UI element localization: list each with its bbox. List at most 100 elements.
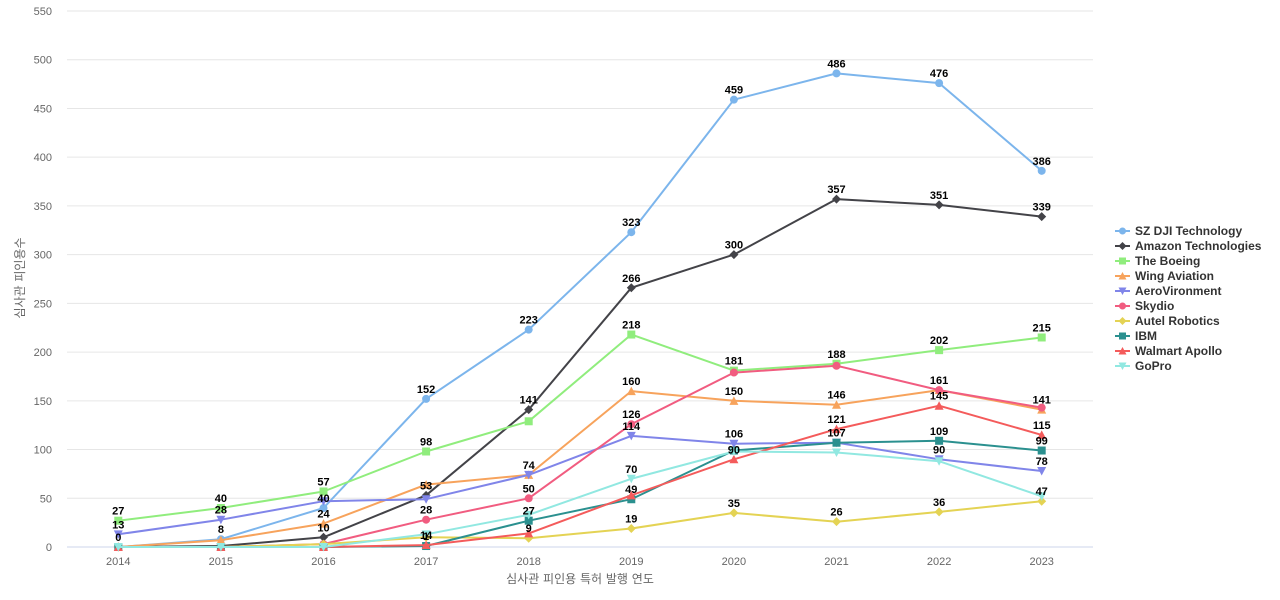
grid-lines <box>67 10 1093 499</box>
legend-label: SZ DJI Technology <box>1135 224 1242 238</box>
legend-item[interactable]: AeroVironment <box>1115 284 1221 298</box>
data-point-marker <box>421 480 431 489</box>
data-point-marker <box>935 346 944 355</box>
data-label: 486 <box>827 58 845 70</box>
y-tick-label: 400 <box>34 152 52 164</box>
data-point-marker <box>216 515 226 525</box>
data-point-marker <box>729 454 739 464</box>
data-label: 53 <box>420 480 432 492</box>
legend-item[interactable]: IBM <box>1115 329 1157 343</box>
data-point-marker <box>934 507 944 517</box>
x-tick-label: 2015 <box>209 556 233 568</box>
data-label: 218 <box>622 320 640 332</box>
y-tick-label: 150 <box>34 396 52 408</box>
data-point-marker <box>114 516 123 525</box>
data-label: 121 <box>827 414 845 426</box>
data-label: 28 <box>420 505 432 517</box>
data-labels: 8401522233234594864763861053141266300357… <box>112 58 1051 544</box>
legend-item[interactable]: The Boeing <box>1115 254 1200 268</box>
data-label: 223 <box>520 315 538 327</box>
legend-marker <box>1118 347 1127 355</box>
data-point-marker <box>422 394 431 403</box>
legend-marker <box>1118 272 1127 280</box>
data-point-marker <box>524 510 534 520</box>
y-tick-label: 200 <box>34 347 52 359</box>
legend-label: Wing Aviation <box>1135 269 1214 283</box>
data-label: 78 <box>1036 456 1048 468</box>
data-point-marker <box>729 439 739 449</box>
series-line <box>118 72 1043 548</box>
legend-item[interactable]: GoPro <box>1115 359 1172 373</box>
legend-label: AeroVironment <box>1135 284 1221 298</box>
data-label: 351 <box>930 190 948 202</box>
data-point-marker <box>422 447 431 456</box>
legend-label: Autel Robotics <box>1135 314 1220 328</box>
series-line <box>118 434 1042 536</box>
data-point-marker <box>216 504 225 513</box>
data-point-marker <box>626 431 636 441</box>
data-point-marker <box>627 228 636 237</box>
data-point-marker <box>626 386 636 396</box>
data-label: 202 <box>930 335 948 347</box>
data-point-marker <box>627 420 636 429</box>
data-point-marker <box>216 543 226 552</box>
data-point-marker <box>626 523 636 533</box>
data-label: 27 <box>523 506 535 518</box>
data-point-marker <box>729 396 739 405</box>
series-group <box>114 69 1046 551</box>
data-point-marker <box>1037 212 1047 222</box>
legend-item[interactable]: Wing Aviation <box>1115 269 1214 283</box>
data-label: 126 <box>622 409 640 421</box>
data-point-marker <box>1037 466 1047 476</box>
data-point-marker <box>216 535 226 545</box>
data-label: 10 <box>317 522 329 534</box>
data-point-marker <box>1037 333 1046 342</box>
data-label: 74 <box>523 460 536 472</box>
x-axis-title: 심사관 피인용 특허 발행 연도 <box>506 571 654 586</box>
data-point-marker <box>319 532 328 542</box>
data-point-marker <box>729 368 738 377</box>
legend-label: IBM <box>1135 329 1157 343</box>
data-label: 459 <box>725 85 743 97</box>
data-label: 26 <box>830 507 842 519</box>
legend-label: GoPro <box>1135 359 1172 373</box>
data-point-marker <box>935 386 944 395</box>
legend-item[interactable]: Skydio <box>1115 299 1174 313</box>
legend-item[interactable]: Autel Robotics <box>1115 314 1220 328</box>
data-label: 57 <box>317 476 329 488</box>
legend-item[interactable]: Amazon Technologies <box>1115 239 1262 253</box>
data-label: 24 <box>317 509 330 521</box>
data-label: 90 <box>933 444 945 456</box>
data-label: 27 <box>112 506 124 518</box>
data-point-marker <box>524 494 533 503</box>
data-label: 90 <box>728 444 740 456</box>
data-point-marker <box>934 457 944 466</box>
legend-marker <box>1118 287 1127 295</box>
data-point-marker <box>524 325 533 334</box>
x-tick-label: 2022 <box>927 556 951 568</box>
data-label: 141 <box>1033 395 1051 407</box>
y-tick-label: 50 <box>40 493 52 505</box>
data-label: 266 <box>622 273 640 285</box>
legend-marker <box>1119 302 1126 310</box>
legend-item[interactable]: Walmart Apollo <box>1115 344 1222 358</box>
legend-item[interactable]: SZ DJI Technology <box>1115 224 1242 238</box>
data-label: 300 <box>725 240 743 252</box>
data-label: 35 <box>728 498 740 510</box>
legend-marker <box>1119 332 1126 340</box>
data-label: 146 <box>827 390 845 402</box>
data-point-marker <box>934 200 944 210</box>
y-axis-title: 심사관 피인용수 <box>13 237 27 318</box>
data-label: 215 <box>1033 322 1051 334</box>
series-line <box>118 450 1043 548</box>
x-tick-label: 2020 <box>722 556 746 568</box>
series-group <box>113 385 1047 551</box>
data-label: 141 <box>520 395 538 407</box>
data-point-marker <box>934 401 944 410</box>
series-line <box>118 404 1042 548</box>
data-label: 152 <box>417 384 435 396</box>
data-point-marker <box>935 79 944 88</box>
data-point-marker <box>627 330 636 339</box>
